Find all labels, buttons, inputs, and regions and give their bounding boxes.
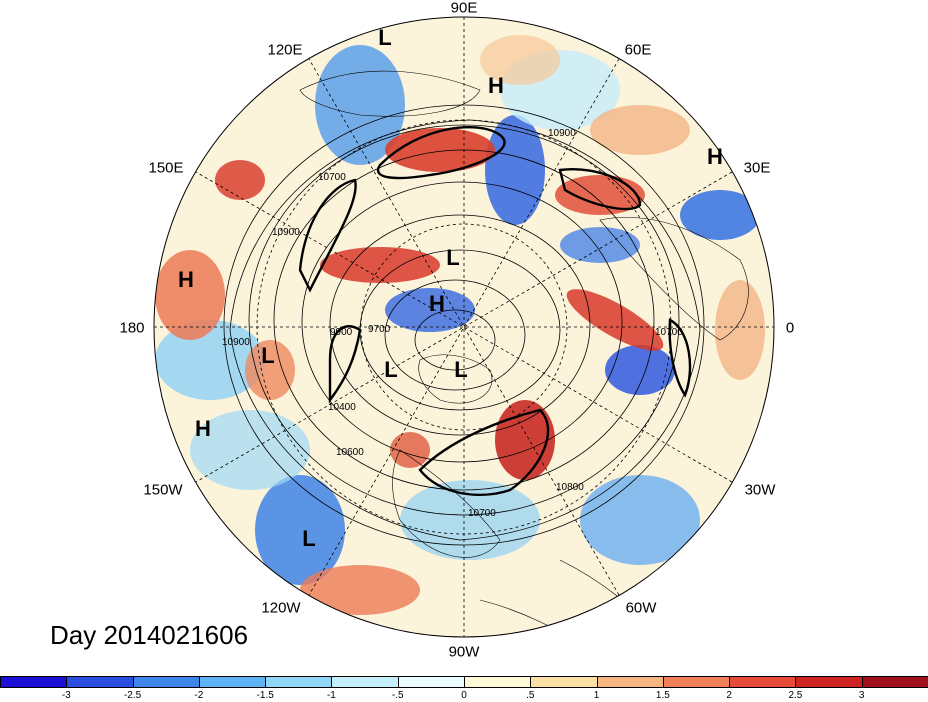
longitude-label-150w: 150W [143,481,183,499]
contour-label: 10900 [222,337,250,348]
colorbar-tick-label: .5 [526,690,535,701]
high-pressure-marker: H [429,291,445,316]
contour-label: 10600 [336,447,364,458]
longitude-label-30w: 30W [744,481,776,499]
colorbar-tick-label: 1.5 [655,690,670,701]
colorbar-swatch [265,677,332,687]
contour-label: 9900 [330,327,353,338]
map-boundary [153,16,775,638]
low-pressure-marker: L [454,357,468,382]
colorbar-tick-labels: -3 -2.5 -2 -1.5 -1 -.5 0 .5 1 1.5 2 2.5 3 [0,690,928,702]
contour-label: 10700 [318,172,346,183]
colorbar-swatch [331,677,398,687]
date-label: Day 2014021606 [50,620,249,650]
longitude-label-90w: 90W [448,643,480,661]
colorbar-swatch [66,677,133,687]
contour-label: 10400 [328,402,356,413]
contour-label: 10700 [655,327,683,338]
high-pressure-marker: H [707,144,723,169]
colorbar-tick-label: 1 [593,690,600,701]
contour-label: 10900 [272,227,300,238]
longitude-label-120w: 120W [261,599,301,617]
contour-label: 9700 [368,324,391,335]
colorbar-tick-label: -2 [194,690,204,701]
high-pressure-marker: H [488,73,504,98]
longitude-label-0: 0 [785,319,795,337]
colorbar-tick-label: -.5 [391,690,404,701]
longitude-label-90e: 90E [450,0,478,17]
colorbar-swatch [132,677,199,687]
low-pressure-marker: L [302,526,316,551]
low-pressure-marker: L [446,245,460,270]
colorbar-swatch [463,677,531,687]
colorbar-swatch [198,677,266,687]
contour-value-labels: 10900 10700 10900 10900 9700 9900 10400 … [222,128,683,519]
longitude-label-30e: 30E [743,159,771,177]
colorbar-swatch [662,677,730,687]
colorbar-tick-label: 2 [726,690,732,701]
longitude-label-150e: 150E [148,159,184,177]
low-pressure-marker: L [261,343,275,368]
colorbar-tick-label: -3 [61,690,71,701]
colorbar-tick-label: 3 [858,690,865,701]
jet-contours [298,126,692,496]
high-pressure-marker: H [178,267,194,292]
contour-label: 10800 [556,482,584,493]
colorbar-swatch [0,677,67,687]
colorbar-tick-label: -1 [326,690,336,701]
colorbar [0,676,928,688]
longitude-label-60w: 60W [625,599,657,617]
low-pressure-marker: L [384,357,398,382]
graticule [154,17,774,637]
low-pressure-marker: L [378,25,392,50]
colorbar-swatch [795,677,862,687]
contour-label: 10900 [548,128,576,139]
colorbar-swatch [861,677,928,687]
colorbar-tick-label: 2.5 [788,690,803,701]
colorbar-tick-label: -2.5 [123,690,142,701]
colorbar-tick-label: -1.5 [256,690,274,701]
colorbar-swatch [530,677,597,687]
longitude-label-60e: 60E [624,41,652,59]
longitude-label-120e: 120E [267,41,303,59]
contour-label: 10700 [468,508,496,519]
colorbar-swatch [596,677,663,687]
colorbar-tick-label: 0 [461,690,467,701]
colorbar-swatch [397,677,464,687]
longitude-label-180: 180 [119,319,145,337]
colorbar-swatch [729,677,796,687]
high-pressure-marker: H [195,416,211,441]
